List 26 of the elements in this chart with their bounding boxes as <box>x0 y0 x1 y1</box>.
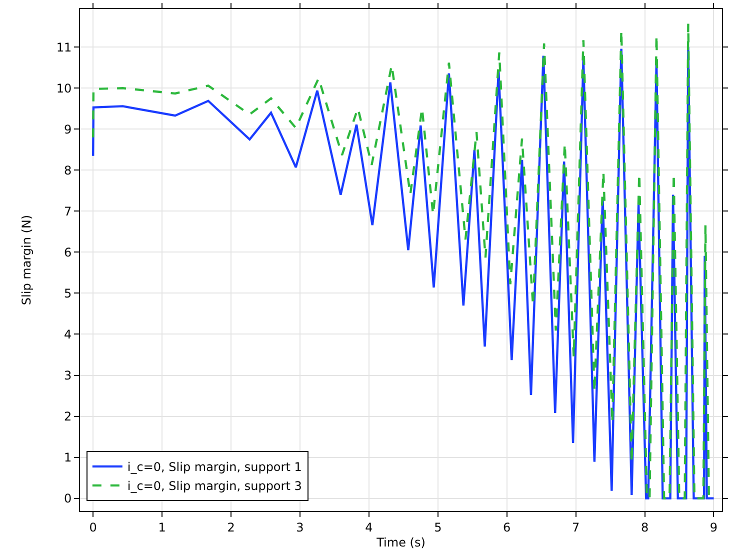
y-tick-label: 0 <box>64 491 72 506</box>
x-tick-label: 8 <box>640 520 649 534</box>
y-tick-label: 3 <box>64 368 72 382</box>
y-tick-label: 7 <box>64 204 72 218</box>
y-tick-label: 2 <box>64 409 72 424</box>
legend-label: i_c=0, Slip margin, support 1 <box>127 460 302 474</box>
x-tick-label: 6 <box>503 520 511 534</box>
y-tick-label: 8 <box>64 163 72 178</box>
y-tick-label: 5 <box>64 286 72 300</box>
y-tick-label: 6 <box>64 245 72 260</box>
y-tick-label: 4 <box>64 327 72 342</box>
legend-label: i_c=0, Slip margin, support 3 <box>127 479 302 494</box>
x-tick-label: 9 <box>710 520 718 534</box>
x-tick-label: 0 <box>89 520 97 534</box>
x-tick-label: 1 <box>158 520 166 534</box>
y-tick-label: 9 <box>64 122 72 136</box>
x-tick-label: 5 <box>434 520 442 534</box>
x-tick-label: 2 <box>227 520 235 534</box>
x-axis-title: Time (s) <box>376 535 426 550</box>
y-tick-label: 1 <box>64 450 72 464</box>
y-tick-label: 10 <box>56 81 72 96</box>
y-tick-label: 11 <box>56 40 72 54</box>
x-tick-label: 3 <box>296 520 304 534</box>
x-tick-label: 7 <box>572 520 580 534</box>
y-axis-title: Slip margin (N) <box>20 214 34 306</box>
x-tick-label: 4 <box>365 520 373 534</box>
